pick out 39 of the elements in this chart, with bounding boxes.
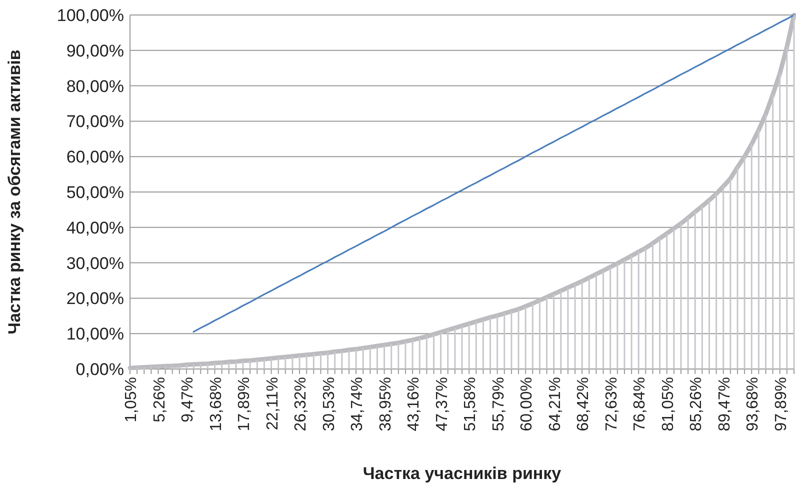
y-tick-label: 80,00%	[66, 76, 124, 96]
x-tick-label: 97,89%	[772, 377, 790, 432]
y-tick-label: 0,00%	[76, 360, 124, 379]
y-tick-label: 90,00%	[66, 41, 124, 60]
x-tick-label: 72,63%	[603, 377, 620, 432]
x-tick-label: 22,11%	[264, 377, 282, 430]
x-axis-title: Частка учасників ринку	[362, 464, 562, 483]
x-tick-label: 89,47%	[716, 377, 734, 432]
line-series	[192, 14, 795, 333]
x-tick-label: 93,68%	[744, 377, 762, 432]
y-tick-label: 10,00%	[66, 324, 124, 344]
y-tick-label: 100,00%	[56, 6, 124, 25]
x-tick-label: 43,16%	[406, 377, 423, 432]
x-tick-label: 13,68%	[208, 377, 225, 432]
y-tick-label: 70,00%	[66, 112, 124, 132]
y-tick-label: 20,00%	[66, 289, 124, 308]
x-tick-label: 1,05%	[123, 377, 140, 422]
y-tick-label: 30,00%	[66, 254, 124, 273]
y-tick-label: 50,00%	[66, 182, 124, 202]
y-tick-label: 60,00%	[66, 148, 124, 167]
line-series	[128, 12, 796, 370]
x-tick-label: 47,37%	[434, 377, 451, 432]
x-tick-label: 38,95%	[377, 377, 394, 432]
x-tick-label: 81,05%	[660, 377, 677, 432]
x-tick-label: 9,47%	[180, 377, 197, 422]
y-axis-title: Частка ринку за обсягами активів	[5, 50, 24, 334]
x-tick-label: 51,58%	[462, 377, 480, 432]
x-tick-label: 60,00%	[518, 377, 536, 432]
x-tick-label: 17,89%	[236, 377, 254, 432]
x-tick-label: 76,84%	[632, 377, 649, 432]
x-tick-label: 55,79%	[490, 377, 508, 432]
x-tick-label: 64,21%	[546, 377, 564, 432]
x-tick-label: 5,26%	[151, 377, 168, 422]
x-tick-label: 30,53%	[320, 377, 338, 432]
x-tick-label: 34,74%	[349, 377, 366, 432]
x-tick-label: 85,26%	[688, 377, 706, 432]
x-tick-label: 68,42%	[575, 377, 592, 432]
x-tick-label: 26,32%	[292, 377, 310, 432]
y-tick-label: 40,00%	[66, 218, 124, 238]
